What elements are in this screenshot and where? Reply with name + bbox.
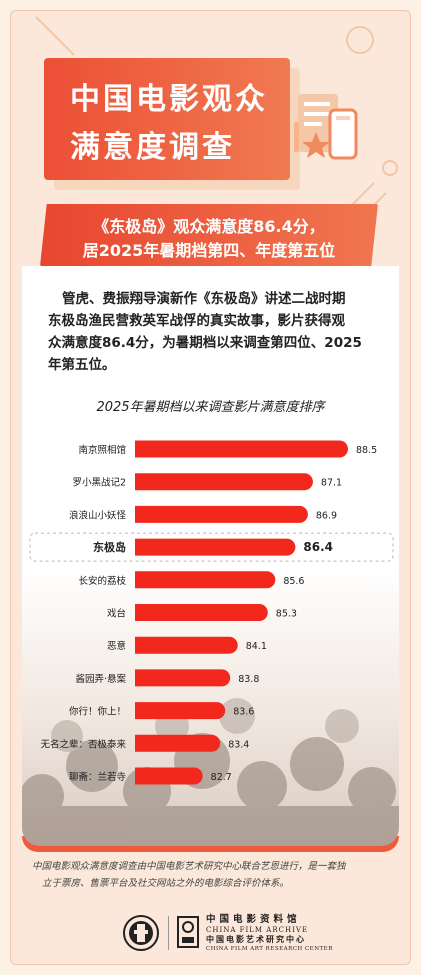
category-label: 聊斋：兰若寺 [69, 771, 127, 783]
bar [135, 505, 308, 523]
decorative-circle [382, 160, 398, 176]
footnote-line2: 立于票房、售票平台及社交网站之外的电影综合评价体系。 [42, 878, 290, 889]
banner-line2: 居2025年暑期档第四、年度第五位 [82, 241, 336, 260]
category-label: 东极岛 [93, 540, 126, 554]
film-archive-logo [177, 916, 199, 948]
footnote: 中国电影观众满意度调查由中国电影艺术研究中心联合艺恩进行，是一套独 立于票房、售… [32, 858, 392, 892]
value-label: 86.4 [303, 540, 333, 554]
bar [135, 440, 348, 458]
category-label: 你行！你上！ [69, 706, 126, 718]
logo-text: 中国电影资料馆 CHINA FILM ARCHIVE 中国电影艺术研究中心 CH… [206, 914, 333, 953]
bar [135, 571, 276, 589]
survey-document-icon [294, 94, 358, 160]
highlight-box [29, 532, 394, 562]
category-label: 戏台 [107, 608, 126, 620]
value-label: 83.6 [233, 707, 254, 718]
decorative-circle [346, 26, 374, 54]
bar [135, 473, 313, 491]
intro-line4: 年第五位。 [48, 357, 116, 373]
category-label: 浪浪山小妖怪 [69, 509, 127, 521]
bar [135, 669, 231, 687]
logo-en-name: CHINA FILM ARCHIVE [206, 926, 309, 934]
category-label: 恶意 [107, 640, 126, 652]
bar [135, 538, 296, 556]
intro-line3: 众满意度86.4分，为暑期档以来调查第四位、2025 [48, 335, 362, 351]
value-label: 83.8 [238, 674, 259, 685]
value-label: 82.7 [211, 772, 232, 783]
value-label: 83.4 [228, 739, 249, 750]
intro-paragraph: 管虎、费振翔导演新作《东极岛》讲述二战时期 东极岛渔民营救英军战俘的真实故事，影… [48, 288, 392, 376]
category-label: 无名之辈：否极泰来 [40, 738, 126, 750]
satisfaction-bar-chart: 南京照相馆 88.5 罗小黑战记2 87.1 浪浪山小妖怪 86.9 东极岛 86.4 长安的荔… [29, 440, 394, 785]
page-title-line1: 中国电影观众 [70, 82, 268, 117]
bar [135, 767, 203, 785]
title-box [44, 58, 290, 180]
logo-cn-name: 中国电影资料馆 [206, 914, 301, 925]
intro-line2: 东极岛渔民营救英军战俘的真实故事，影片获得观 [48, 313, 345, 329]
bar [135, 604, 268, 621]
banner-line1: 《东极岛》观众满意度86.4分， [93, 217, 325, 236]
logo-cn-center: 中国电影艺术研究中心 [206, 935, 306, 944]
research-center-logo [123, 915, 159, 951]
value-label: 88.5 [356, 445, 377, 456]
chart-title: 2025年暑期档以来调查影片满意度排序 [96, 400, 325, 415]
value-label: 86.9 [316, 510, 337, 521]
value-label: 85.3 [276, 609, 297, 620]
logo-separator [168, 916, 169, 950]
intro-line1: 管虎、费振翔导演新作《东极岛》讲述二战时期 [62, 291, 346, 307]
value-label: 84.1 [246, 641, 267, 652]
bar [135, 702, 226, 720]
page-title-line2: 满意度调查 [70, 130, 235, 165]
headline-banner: 《东极岛》观众满意度86.4分， 居2025年暑期档第四、年度第五位 [40, 204, 378, 266]
bar [135, 734, 221, 752]
bar [135, 636, 238, 654]
category-label: 南京照相馆 [78, 444, 126, 456]
category-label: 长安的荔枝 [78, 575, 126, 587]
category-label: 罗小黑战记2 [72, 477, 126, 489]
logo-en-center: CHINA FILM ART RESEARCH CENTER [206, 946, 333, 952]
category-label: 酱园弄·悬案 [75, 673, 126, 685]
footnote-line1: 中国电影观众满意度调查由中国电影艺术研究中心联合艺恩进行，是一套独 [32, 861, 346, 872]
value-label: 87.1 [321, 478, 342, 489]
value-label: 85.6 [283, 576, 304, 587]
